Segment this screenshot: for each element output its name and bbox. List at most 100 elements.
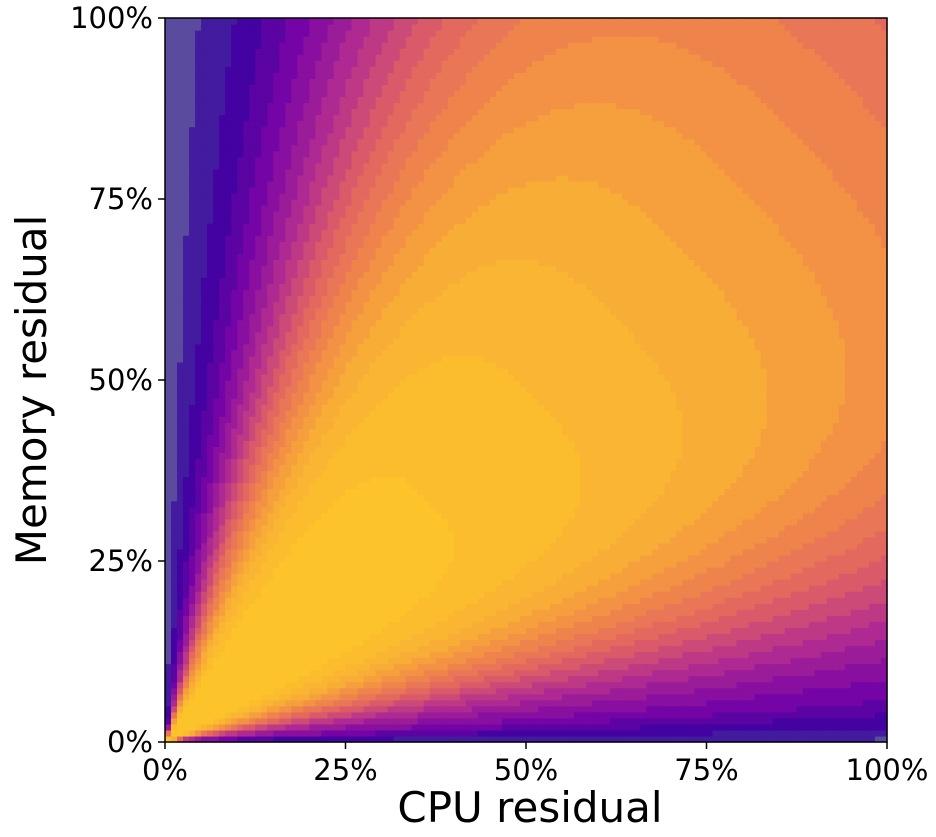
- heatmap-cell: [327, 96, 335, 104]
- heatmap-cell: [279, 295, 286, 303]
- heatmap-cell: [405, 645, 413, 653]
- heatmap-cell: [183, 609, 190, 616]
- heatmap-cell: [279, 476, 286, 484]
- heatmap-cell: [255, 380, 262, 387]
- heatmap-cell: [357, 621, 365, 628]
- heatmap-cell: [333, 518, 341, 526]
- heatmap-cell: [339, 681, 347, 689]
- heatmap-cell: [339, 723, 347, 731]
- heatmap-cell: [225, 180, 232, 188]
- heatmap-cell: [249, 54, 256, 61]
- heatmap-cell: [183, 615, 190, 622]
- heatmap-cell: [219, 729, 226, 737]
- heatmap-cell: [213, 138, 220, 146]
- heatmap-cell: [195, 422, 202, 429]
- heatmap-cell: [327, 567, 335, 574]
- heatmap-cell: [189, 114, 196, 122]
- heatmap-cell: [309, 524, 317, 532]
- heatmap-cell: [249, 440, 256, 447]
- heatmap-cell: [231, 162, 238, 170]
- heatmap-cell: [369, 524, 377, 532]
- heatmap-cell: [189, 180, 196, 188]
- heatmap-cell: [261, 500, 268, 508]
- heatmap-cell: [315, 277, 323, 285]
- heatmap-cell: [363, 440, 371, 447]
- heatmap-cell: [183, 518, 190, 526]
- heatmap-cell: [261, 313, 268, 321]
- heatmap-cell: [393, 367, 401, 375]
- heatmap-cell: [279, 524, 286, 532]
- heatmap-cell: [345, 36, 353, 43]
- heatmap-cell: [237, 579, 244, 586]
- heatmap-cell: [309, 331, 317, 339]
- heatmap-cell: [231, 199, 238, 206]
- heatmap-cell: [309, 96, 317, 104]
- heatmap-cell: [195, 337, 202, 345]
- heatmap-cell: [171, 54, 178, 61]
- heatmap-cell: [309, 416, 317, 423]
- heatmap-cell: [381, 585, 389, 592]
- heatmap-cell: [237, 434, 244, 441]
- heatmap-cell: [267, 96, 274, 104]
- heatmap-cell: [201, 96, 208, 104]
- heatmap-cell: [261, 380, 268, 387]
- heatmap-cell: [189, 711, 196, 719]
- heatmap-cell: [249, 723, 256, 731]
- heatmap-cell: [393, 603, 401, 610]
- heatmap-cell: [345, 675, 353, 683]
- heatmap-cell: [351, 138, 359, 146]
- heatmap-cell: [297, 717, 304, 725]
- heatmap-cell: [345, 289, 353, 297]
- heatmap-cell: [321, 404, 329, 411]
- heatmap-cell: [231, 615, 238, 622]
- heatmap-cell: [315, 554, 323, 562]
- heatmap-cell: [177, 548, 184, 556]
- heatmap-cell: [333, 735, 341, 743]
- heatmap-cell: [387, 717, 395, 725]
- heatmap-cell: [201, 440, 208, 447]
- heatmap-cell: [303, 561, 310, 568]
- heatmap-cell: [375, 235, 383, 242]
- heatmap-cell: [333, 96, 341, 104]
- heatmap-cell: [333, 579, 341, 586]
- heatmap-cell: [411, 398, 419, 405]
- heatmap-cell: [195, 524, 202, 532]
- heatmap-cell: [177, 603, 184, 610]
- heatmap-cell: [249, 283, 256, 291]
- heatmap-cell: [171, 24, 178, 31]
- heatmap-cell: [243, 512, 250, 520]
- heatmap-cell: [219, 211, 226, 218]
- heatmap-cell: [189, 331, 196, 339]
- heatmap-cell: [231, 355, 238, 363]
- heatmap-cell: [405, 536, 413, 544]
- heatmap-cell: [237, 355, 244, 363]
- heatmap-cell: [255, 211, 262, 218]
- heatmap-cell: [393, 301, 401, 309]
- heatmap-cell: [219, 283, 226, 291]
- heatmap-cell: [177, 283, 184, 291]
- heatmap-cell: [321, 96, 329, 104]
- heatmap-cell: [309, 687, 317, 695]
- heatmap-cell: [225, 675, 232, 683]
- heatmap-cell: [183, 392, 190, 399]
- heatmap-cell: [267, 132, 274, 140]
- heatmap-cell: [297, 349, 304, 357]
- heatmap-cell: [327, 669, 335, 677]
- heatmap-cell: [357, 18, 365, 25]
- heatmap-cell: [339, 428, 347, 435]
- heatmap-cell: [237, 675, 244, 683]
- heatmap-cell: [243, 434, 250, 441]
- heatmap-cell: [351, 247, 359, 254]
- heatmap-cell: [183, 404, 190, 411]
- heatmap-cell: [273, 66, 280, 73]
- heatmap-cell: [171, 693, 178, 701]
- heatmap-cell: [399, 235, 407, 242]
- heatmap-cell: [225, 585, 232, 592]
- heatmap-cell: [207, 597, 214, 604]
- heatmap-cell: [291, 542, 298, 550]
- heatmap-cell: [237, 144, 244, 152]
- heatmap-cell: [189, 597, 196, 604]
- heatmap-cell: [207, 518, 214, 526]
- heatmap-cell: [291, 476, 298, 484]
- heatmap-cell: [321, 319, 329, 327]
